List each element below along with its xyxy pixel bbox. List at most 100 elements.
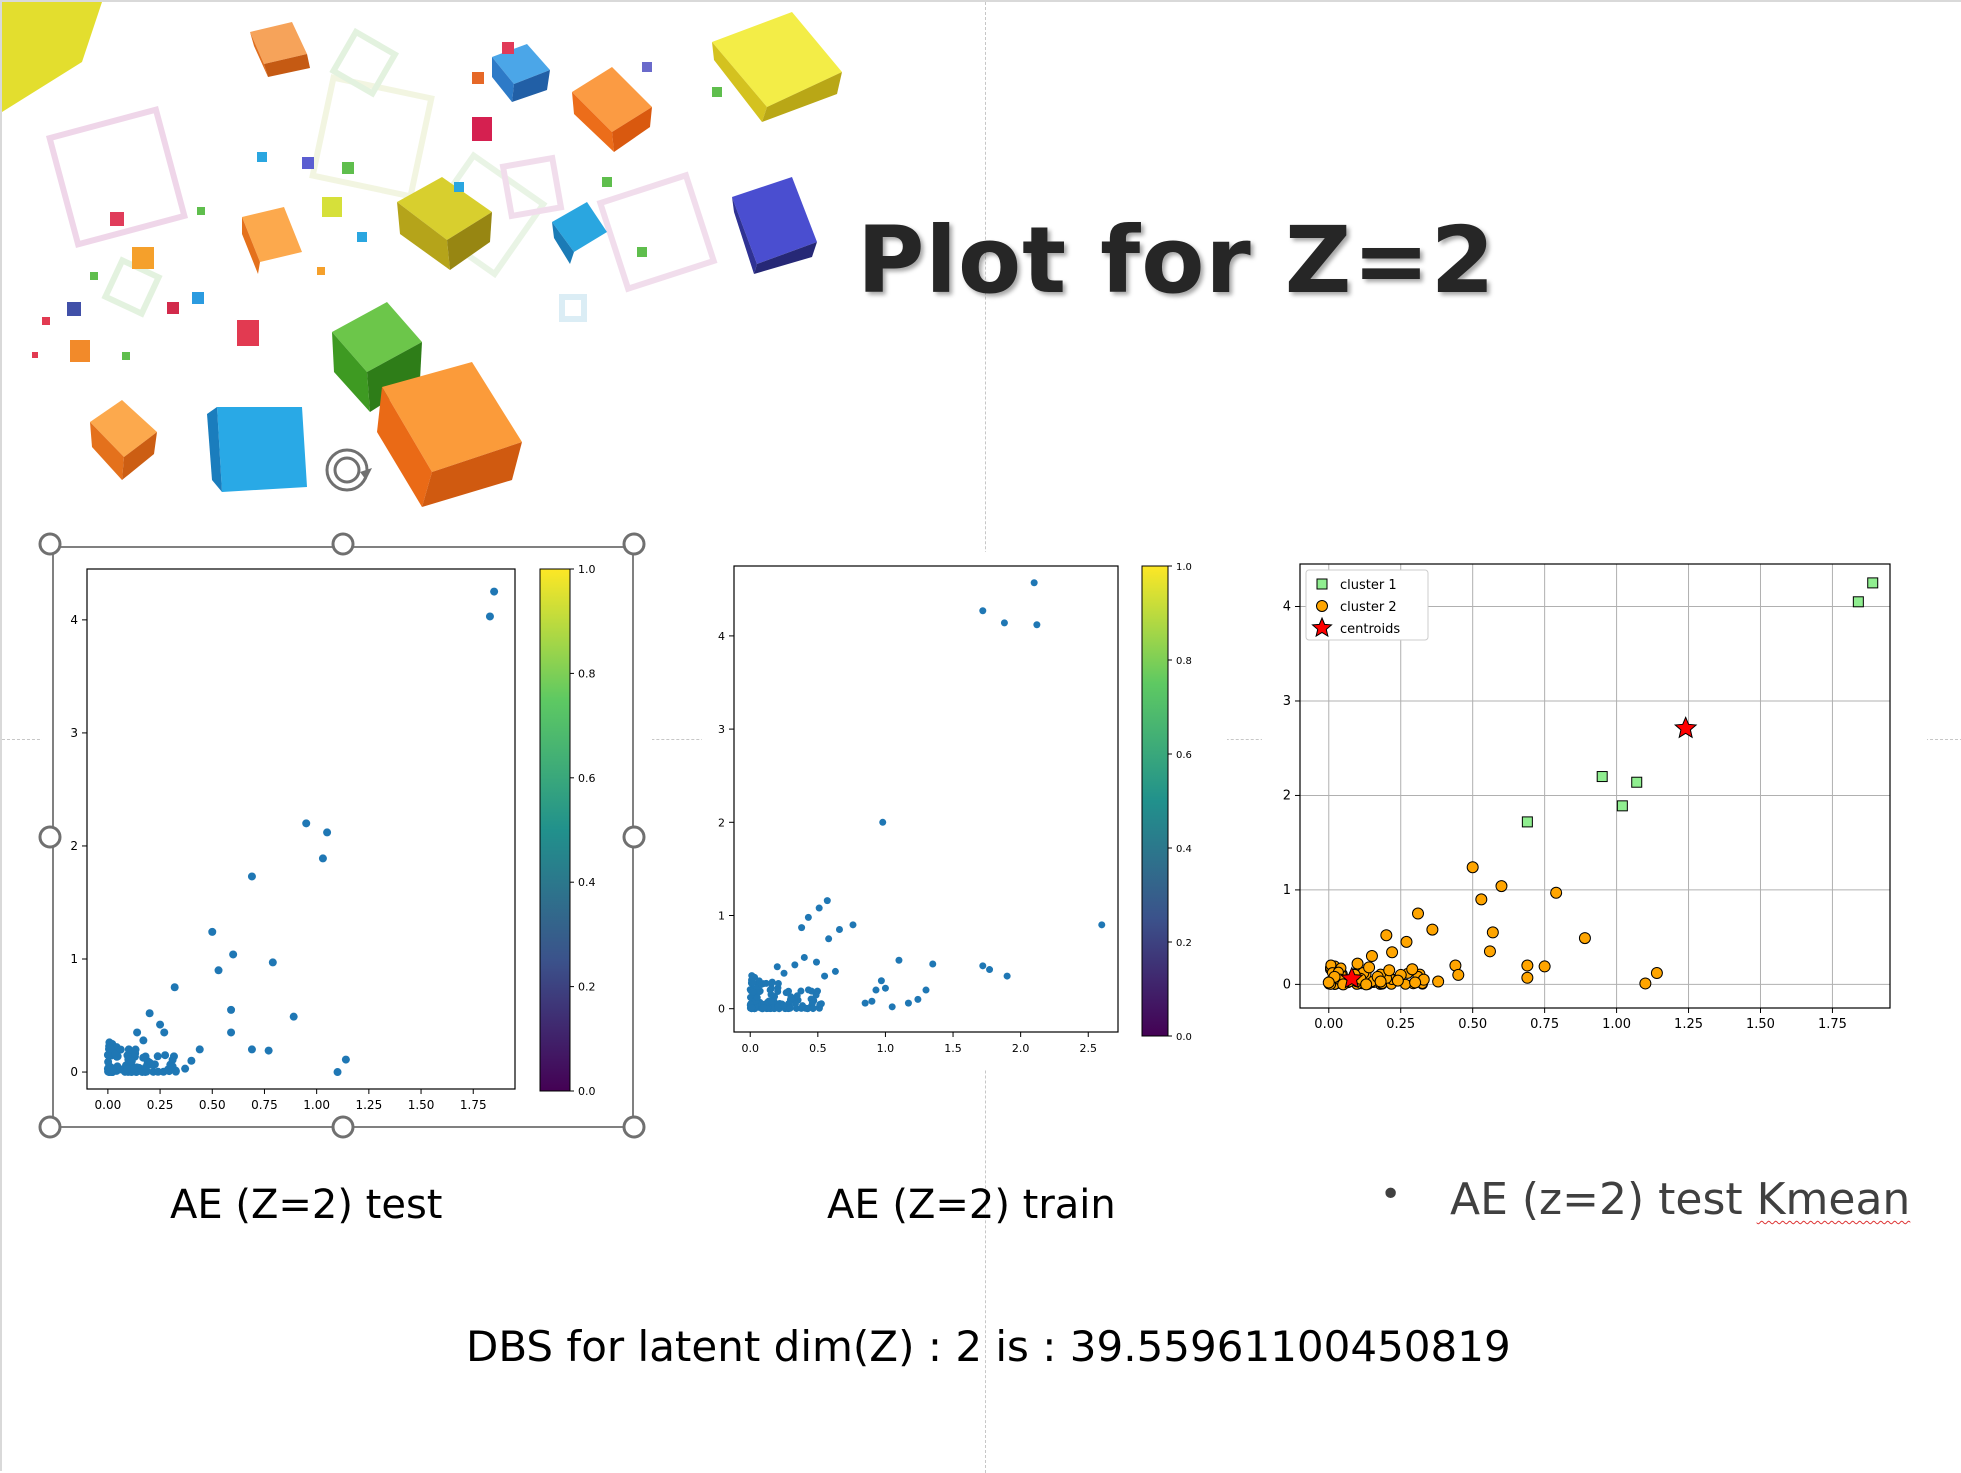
scatter-point-cluster [131, 1045, 140, 1054]
cluster2-point [1383, 964, 1396, 977]
cluster2-point [1550, 886, 1563, 899]
y-tick-label: 2 [1283, 788, 1291, 803]
resize-handle-bottom[interactable] [331, 1115, 355, 1139]
scatter-point-cluster [782, 989, 790, 997]
colorbar-tick-label: 0.0 [1176, 1032, 1192, 1043]
cluster2-point [1406, 963, 1419, 976]
caption-test[interactable]: AE (Z=2) test [170, 1182, 443, 1228]
scatter-point-cluster [804, 1005, 812, 1013]
scatter-point-cluster [130, 1064, 139, 1073]
scatter-point [868, 997, 876, 1005]
cube-green [332, 302, 422, 412]
colorbar-tick-label: 1.0 [1176, 562, 1192, 573]
scatter-point-cluster [105, 1038, 114, 1047]
scatter-point-cluster [774, 1003, 782, 1011]
scatter-point [323, 828, 332, 837]
cluster2-point [1412, 907, 1424, 920]
scatter-point-cluster [786, 1004, 794, 1012]
rotate-handle-icon[interactable] [302, 422, 382, 502]
scatter-point-cluster [123, 1065, 132, 1074]
x-tick-label: 0.75 [1530, 1017, 1559, 1032]
resize-handle-top-left[interactable] [38, 532, 62, 556]
caption-train[interactable]: AE (Z=2) train [827, 1182, 1116, 1228]
cube-blue-1 [492, 44, 550, 102]
cluster2-point [1360, 978, 1373, 991]
scatter-point [1000, 619, 1008, 627]
scatter-point [821, 972, 829, 980]
scatter-point-cluster [799, 1002, 807, 1010]
scatter-point-cluster [108, 1065, 117, 1074]
scatter-point-cluster [809, 1005, 817, 1013]
colorbar-tick-label: 0.2 [578, 981, 596, 994]
x-tick-label: 0.25 [147, 1098, 174, 1112]
caption-kmean[interactable]: • AE (z=2) test Kmean [1380, 1174, 1911, 1225]
scatter-point [800, 953, 808, 961]
scatter-point [302, 819, 311, 828]
cluster2-point [1452, 968, 1465, 981]
x-tick-label: 0.00 [95, 1098, 122, 1112]
scatter-point [214, 966, 223, 975]
scatter-point [264, 1046, 273, 1055]
scatter-point [904, 999, 912, 1007]
cube-orange-1 [250, 22, 310, 77]
caption-kmean-prefix: AE (z=2) test [1450, 1174, 1757, 1225]
scatter-point [881, 984, 889, 992]
train-colorbar: 0.0 0.2 0.4 0.6 0.8 1.0 [1141, 562, 1192, 1043]
x-tick-label: 1.75 [1818, 1017, 1847, 1032]
resize-handle-top[interactable] [331, 532, 355, 556]
cluster2-point [1363, 961, 1376, 974]
chart-legend: cluster 1 cluster 2 centroids [1305, 569, 1429, 641]
cluster2-point [1380, 929, 1393, 942]
scatter-point-cluster [153, 1052, 162, 1061]
dbs-score-text[interactable]: DBS for latent dim(Z) : 2 is : 39.559611… [466, 1322, 1511, 1371]
cube-yellow-corner [2, 2, 102, 112]
scatter-point [187, 1056, 196, 1065]
scatter-point [798, 924, 806, 932]
resize-handle-bottom-left[interactable] [38, 1115, 62, 1139]
scatter-point [849, 921, 857, 929]
centroid-point [1340, 966, 1364, 989]
scatter-point [268, 958, 277, 967]
x-tick-label: 0.0 [741, 1042, 759, 1055]
resize-handle-bottom-right[interactable] [622, 1115, 646, 1139]
resize-handle-left[interactable] [38, 825, 62, 849]
x-tick-label: 1.00 [1602, 1017, 1631, 1032]
scatter-point-cluster [793, 992, 801, 1000]
scatter-point [929, 960, 937, 968]
centroid-point [1673, 716, 1698, 739]
cluster2-point [1495, 880, 1508, 893]
scatter-point-cluster [749, 978, 757, 986]
scatter-point [804, 913, 812, 921]
scatter-point [979, 607, 987, 615]
ae-test-kmeans-plot-image[interactable]: 0.00 0.25 0.50 0.75 1.00 1.25 1.50 1.75 0 1 2 3 4 clu… [1262, 550, 1927, 1052]
scatter-point [341, 1055, 350, 1064]
colorbar-tick-label: 0.8 [1176, 656, 1192, 667]
scatter-point-cluster [748, 972, 756, 980]
scatter-point [247, 1045, 256, 1054]
scatter-point [485, 612, 494, 621]
scatter-point [979, 962, 987, 970]
cluster1-point [1631, 776, 1643, 788]
scatter-point [227, 1028, 236, 1037]
ae-test-plot-image[interactable]: 0.00 0.25 0.50 0.75 1.00 1.25 1.50 1.75 0 1 2 3 4 0.… [42, 537, 652, 1137]
cluster2-point [1483, 945, 1496, 958]
x-tick-label: 1.25 [355, 1098, 382, 1112]
resize-handle-right[interactable] [622, 825, 646, 849]
y-tick-label: 3 [1283, 694, 1291, 709]
x-tick-label: 0.75 [251, 1098, 278, 1112]
scatter-point [195, 1045, 204, 1054]
scatter-point [145, 1009, 154, 1018]
scatter-point [1030, 579, 1038, 587]
scatter-point-cluster [767, 984, 775, 992]
y-tick-label: 4 [718, 630, 725, 643]
x-tick-label: 2.5 [1080, 1042, 1098, 1055]
legend-marker-centroids [1311, 616, 1333, 638]
caption-kmean-word: Kmean [1756, 1174, 1911, 1225]
ae-train-plot-image[interactable]: 0.0 0.5 1.0 1.5 2.0 2.5 0 1 2 3 4 0.0 0.2 0.4 0.6 0.8 1… [702, 552, 1227, 1070]
resize-handle-top-right[interactable] [622, 532, 646, 556]
colorbar-tick-label: 0.0 [578, 1085, 596, 1098]
test-axes: 0.00 0.25 0.50 0.75 1.00 1.25 1.50 1.75 0 1 2 3 4 [70, 568, 516, 1112]
slide-title[interactable]: Plot for Z=2 [857, 207, 1496, 314]
cluster1-point [1596, 771, 1608, 783]
scatter-point [229, 950, 238, 959]
